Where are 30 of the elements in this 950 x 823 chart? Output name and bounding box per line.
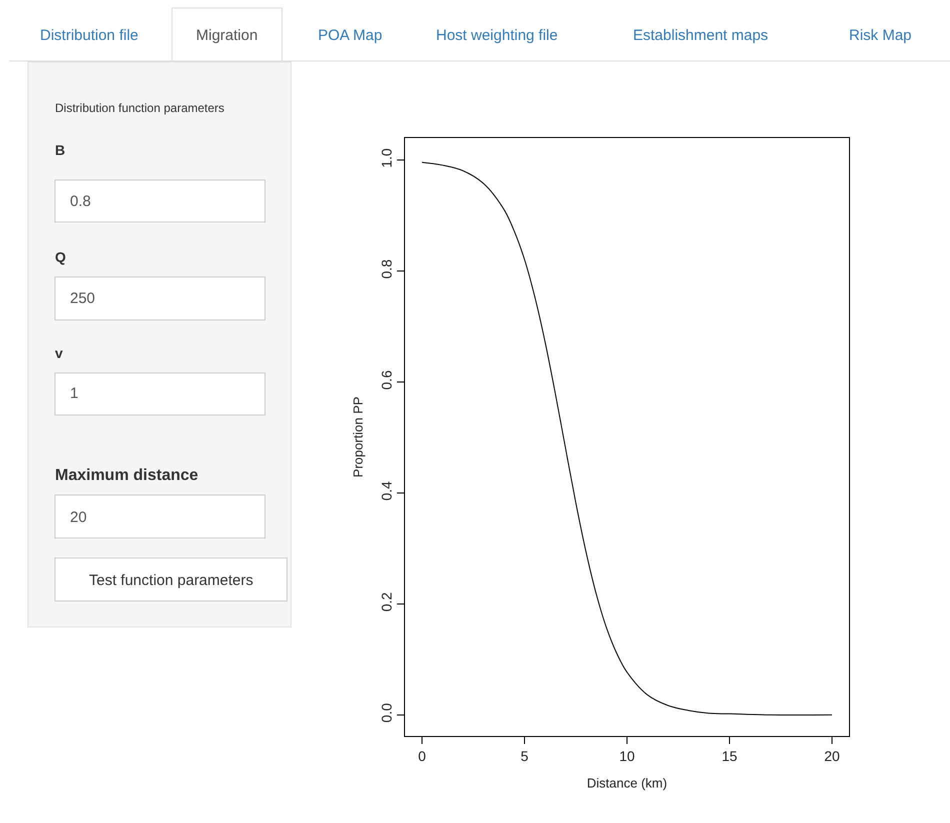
x-tick-label: 5 [520, 748, 529, 764]
text: 20 [70, 509, 87, 526]
text: Test function parameters [89, 572, 254, 589]
x-tick-label: 15 [722, 748, 738, 764]
x-tick-label: 20 [824, 748, 840, 764]
line-series [422, 162, 832, 716]
x-tick-label: 0 [418, 748, 426, 764]
text: Distribution function parameters [55, 101, 224, 115]
y-tick-label: 0.6 [378, 370, 394, 390]
y-tick-label: 0.8 [378, 259, 394, 279]
y-axis-title: Proportion PP [350, 396, 366, 478]
text: Maximum distance [55, 467, 198, 484]
y-tick-label: 1.0 [378, 148, 394, 168]
text: B [55, 142, 66, 158]
text: Risk Map [849, 27, 912, 44]
text: v [55, 345, 63, 361]
x-tick-label: 10 [619, 748, 635, 764]
text: Migration [196, 27, 258, 44]
text: Establishment maps [633, 27, 768, 44]
text: 0.8 [70, 193, 91, 210]
text: 250 [70, 290, 96, 307]
text: Q [55, 249, 66, 265]
x-axis-title: Distance (km) [586, 775, 668, 790]
y-tick-label: 0.2 [378, 592, 394, 612]
y-tick-label: 0.4 [378, 480, 394, 501]
text: Distribution file [40, 27, 138, 44]
text: 1 [70, 385, 78, 402]
text: Host weighting file [436, 27, 558, 44]
text: POA Map [318, 27, 382, 44]
y-tick-label: 0.0 [378, 702, 394, 723]
